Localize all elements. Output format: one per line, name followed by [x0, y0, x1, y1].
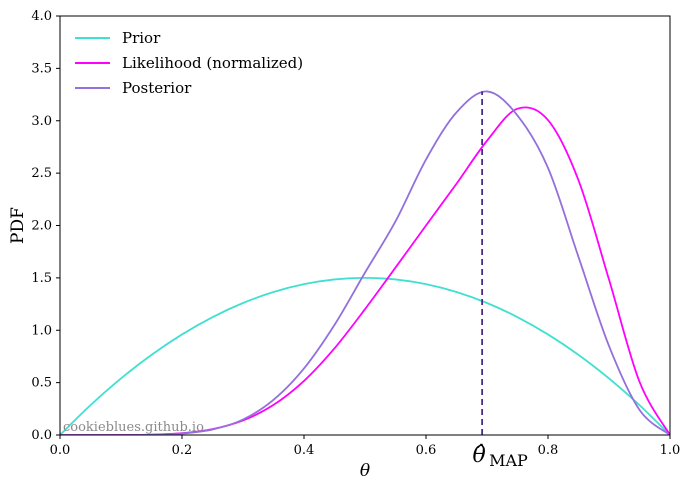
x-tick-label: 0.6 — [416, 443, 437, 458]
y-axis-label: PDF — [8, 207, 28, 244]
x-tick-label: 0.0 — [50, 443, 71, 458]
x-tick-label: 0.2 — [172, 443, 193, 458]
series-line-2 — [60, 90, 670, 435]
watermark-text: cookieblues.github.io — [63, 420, 204, 435]
legend-label-2: Posterior — [122, 79, 192, 97]
series-group — [60, 90, 670, 435]
x-tick-label: 1.0 — [660, 443, 681, 458]
series-line-0 — [60, 276, 670, 435]
map-label-subscript: MAP — [489, 451, 528, 470]
y-tick-label: 2.0 — [31, 219, 52, 234]
x-axis-label: θ — [360, 461, 370, 481]
legend: Prior Likelihood (normalized) Posterior — [75, 29, 303, 97]
y-tick-label: 0.0 — [31, 428, 52, 443]
y-tick-label: 1.5 — [31, 271, 52, 286]
y-tick-label: 3.5 — [31, 61, 52, 76]
x-tick-label: 0.8 — [538, 443, 559, 458]
y-tick-label: 0.5 — [31, 376, 52, 391]
plot-area — [60, 90, 670, 435]
legend-label-0: Prior — [122, 29, 161, 47]
y-tick-label: 2.5 — [31, 166, 52, 181]
legend-label-1: Likelihood (normalized) — [122, 54, 303, 72]
map-label: θ̂ — [472, 443, 485, 468]
x-tick-label: 0.4 — [294, 443, 315, 458]
y-tick-label: 4.0 — [31, 9, 52, 24]
y-tick-label: 1.0 — [31, 323, 52, 338]
y-tick-label: 3.0 — [31, 114, 52, 129]
axes-layer: 0.0 0.2 0.4 0.6 0.8 1.0 0.0 0.5 1.0 1.5 2.0 2.5 3.0 3… — [8, 9, 680, 481]
